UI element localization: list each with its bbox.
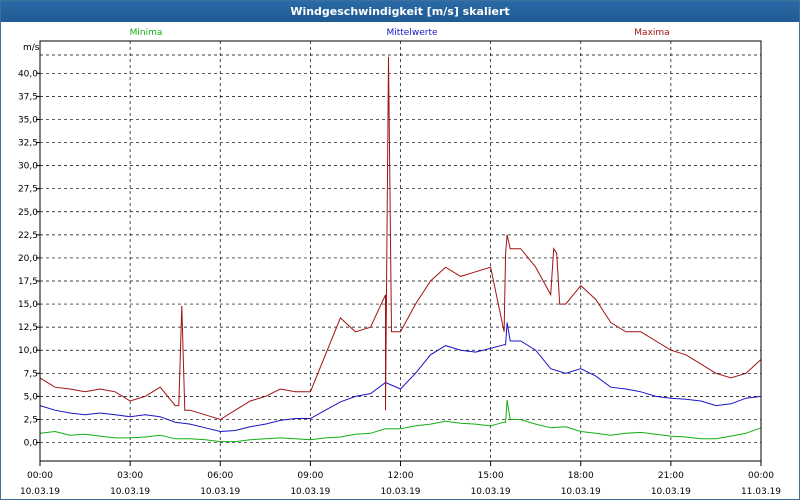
x-tick-time: 21:00 xyxy=(658,471,684,481)
y-tick-label: 40,0 xyxy=(18,69,38,79)
y-tick-label: 0,0 xyxy=(24,439,39,449)
window-title: Windgeschwindigkeit [m/s] skaliert xyxy=(1,1,799,22)
y-tick-label: 27,5 xyxy=(18,185,38,195)
y-tick-label: 10,0 xyxy=(18,346,38,356)
y-tick-label: 30,0 xyxy=(18,162,38,172)
x-tick-time: 00:00 xyxy=(27,471,53,481)
y-tick-label: 32,5 xyxy=(18,139,38,149)
x-tick-time: 06:00 xyxy=(207,471,233,481)
x-tick-time: 12:00 xyxy=(388,471,414,481)
plot-frame xyxy=(39,40,762,462)
x-tick-date: 10.03.19 xyxy=(471,487,511,497)
y-tick-label: 5,0 xyxy=(24,392,39,402)
series-line-minima xyxy=(39,400,762,443)
y-tick-label: 20,0 xyxy=(18,254,38,264)
y-tick-label: 12,5 xyxy=(18,323,38,333)
x-tick-time: 09:00 xyxy=(297,471,323,481)
y-tick-label: 7,5 xyxy=(24,369,38,379)
legend-minima: Minima xyxy=(130,28,163,38)
x-tick-time: 18:00 xyxy=(568,471,594,481)
y-tick-label: 2,5 xyxy=(24,415,38,425)
legend-mittelwerte: Mittelwerte xyxy=(386,28,437,38)
x-tick-time: 15:00 xyxy=(478,471,504,481)
x-tick-time: 03:00 xyxy=(117,471,143,481)
x-tick-date: 10.03.19 xyxy=(651,487,691,497)
y-tick-label: 17,5 xyxy=(18,277,38,287)
series-line-maxima xyxy=(39,56,762,421)
x-tick-date: 10.03.19 xyxy=(290,487,330,497)
x-tick-time: 00:00 xyxy=(748,471,774,481)
y-tick-label: 37,5 xyxy=(18,92,38,102)
y-tick-label: 25,0 xyxy=(18,208,38,218)
x-tick-date: 10.03.19 xyxy=(110,487,150,497)
x-tick-date: 10.03.19 xyxy=(561,487,601,497)
x-tick-date: 10.03.19 xyxy=(380,487,420,497)
x-tick-date: 10.03.19 xyxy=(200,487,240,497)
y-tick-label: 15,0 xyxy=(18,300,38,310)
y-axis-unit: m/s xyxy=(23,43,40,53)
legend-maxima: Maxima xyxy=(634,28,669,38)
x-tick-date: 11.03.19 xyxy=(741,487,781,497)
series-line-mittelwerte xyxy=(39,322,762,433)
y-tick-label: 22,5 xyxy=(18,231,38,241)
x-tick-date: 10.03.19 xyxy=(20,487,60,497)
y-tick-label: 35,0 xyxy=(18,115,38,125)
